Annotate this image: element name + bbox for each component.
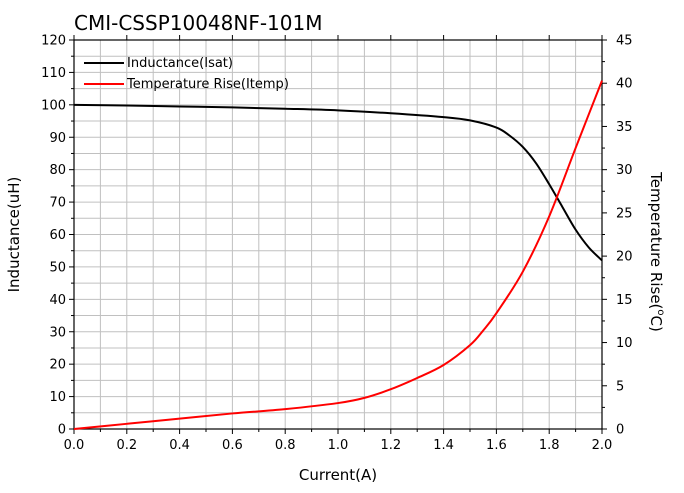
y-tick-label: 110: [41, 66, 66, 81]
x-tick-labels: 0.0 0.2 0.4 0.6 0.8 1.0 1.2 1.4 1.6 1.8 2.0: [64, 438, 613, 453]
y-tick-label: 20: [49, 358, 66, 373]
x-tick-label: 0.6: [222, 438, 243, 453]
x-tick-label: 1.4: [433, 438, 454, 453]
y-axis-label: Inductance(uH): [5, 177, 23, 293]
x-tick-label: 1.6: [486, 438, 507, 453]
y-tick-label: 10: [49, 390, 66, 405]
y-tick-label: 80: [49, 163, 66, 178]
y2-tick-label: 15: [616, 293, 633, 308]
y-tick-label: 0: [58, 423, 66, 438]
x-tick-label: 0.2: [116, 438, 137, 453]
x-tick-label: 1.2: [380, 438, 401, 453]
series-line-inductance: [73, 103, 603, 262]
y-tick-label: 60: [49, 228, 66, 243]
x-axis-label: Current(A): [299, 466, 377, 484]
x-tick-label: 0.4: [169, 438, 190, 453]
y2-axis-label: Temperature Rise(oC): [647, 171, 666, 332]
y-tick-label: 50: [49, 260, 66, 275]
x-tick-label: 1.8: [539, 438, 560, 453]
x-tick-label: 2.0: [592, 438, 613, 453]
grid: [74, 40, 602, 429]
y2-tick-label: 45: [616, 34, 633, 49]
chart-title: CMI-CSSP10048NF-101M: [74, 11, 323, 35]
x-tick-label: 1.0: [328, 438, 349, 453]
y-tick-label: 30: [49, 325, 66, 340]
x-tick-label: 0.0: [64, 438, 85, 453]
y2-tick-label: 30: [616, 163, 633, 178]
y-tick-labels: 0 10 20 30 40 50 60 70 80 90 100 110 120: [41, 34, 66, 438]
y2-axis-label-unit: C): [647, 316, 665, 332]
y-tick-label: 70: [49, 196, 66, 211]
y2-tick-label: 5: [616, 379, 624, 394]
y2-tick-labels: 0 5 10 15 20 25 30 35 40 45: [616, 34, 633, 438]
y2-tick-label: 40: [616, 77, 633, 92]
ticks: [69, 35, 607, 434]
y2-tick-label: 20: [616, 250, 633, 265]
legend-label-temperature: Temperature Rise(Itemp): [126, 77, 289, 92]
series-line-temperature-rise: [73, 80, 603, 430]
y-tick-label: 40: [49, 293, 66, 308]
y2-tick-label: 10: [616, 336, 633, 351]
legend: Inductance(Isat) Temperature Rise(Itemp): [84, 56, 289, 92]
y2-axis-label-main: Temperature Rise(: [647, 171, 665, 309]
legend-label-inductance: Inductance(Isat): [127, 56, 233, 71]
y-tick-label: 90: [49, 131, 66, 146]
series-layer: [73, 80, 603, 430]
y2-axis-label-sup: o: [655, 309, 666, 315]
y-tick-label: 120: [41, 34, 66, 49]
y-tick-label: 100: [41, 98, 66, 113]
y2-tick-label: 35: [616, 120, 633, 135]
x-tick-label: 0.8: [275, 438, 296, 453]
y2-tick-label: 0: [616, 423, 624, 438]
y2-tick-label: 25: [616, 206, 633, 221]
